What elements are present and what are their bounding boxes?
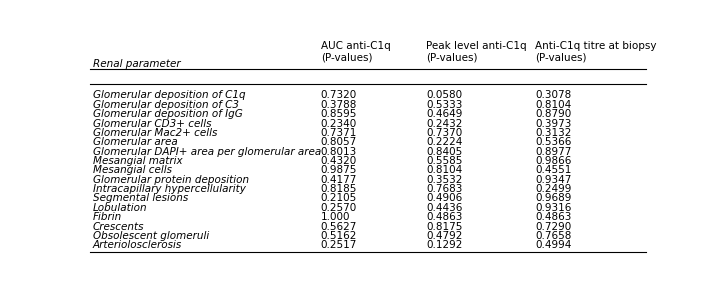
Text: Intracapillary hypercellularity: Intracapillary hypercellularity bbox=[93, 184, 246, 194]
Text: 0.2432: 0.2432 bbox=[426, 119, 463, 128]
Text: Anti-C1q titre at biopsy
(P-values): Anti-C1q titre at biopsy (P-values) bbox=[535, 41, 656, 63]
Text: 0.5585: 0.5585 bbox=[426, 156, 463, 166]
Text: 0.3078: 0.3078 bbox=[535, 90, 571, 101]
Text: Glomerular deposition of IgG: Glomerular deposition of IgG bbox=[93, 109, 242, 119]
Text: 0.7370: 0.7370 bbox=[426, 128, 462, 138]
Text: Segmental lesions: Segmental lesions bbox=[93, 194, 188, 203]
Text: 0.7320: 0.7320 bbox=[321, 90, 357, 101]
Text: AUC anti-C1q
(P-values): AUC anti-C1q (P-values) bbox=[321, 41, 391, 63]
Text: 0.4792: 0.4792 bbox=[426, 231, 463, 241]
Text: 0.8104: 0.8104 bbox=[426, 165, 462, 175]
Text: Arteriolosclerosis: Arteriolosclerosis bbox=[93, 240, 182, 250]
Text: Renal parameter: Renal parameter bbox=[93, 60, 180, 69]
Text: 0.4863: 0.4863 bbox=[426, 212, 463, 222]
Text: 0.0580: 0.0580 bbox=[426, 90, 462, 101]
Text: Mesangial cells: Mesangial cells bbox=[93, 165, 172, 175]
Text: 0.4320: 0.4320 bbox=[321, 156, 357, 166]
Text: Glomerular deposition of C3: Glomerular deposition of C3 bbox=[93, 100, 238, 110]
Text: Lobulation: Lobulation bbox=[93, 203, 147, 213]
Text: 0.8977: 0.8977 bbox=[535, 147, 572, 157]
Text: 0.2224: 0.2224 bbox=[426, 137, 463, 147]
Text: 0.8013: 0.8013 bbox=[321, 147, 357, 157]
Text: Crescents: Crescents bbox=[93, 221, 144, 232]
Text: 0.5366: 0.5366 bbox=[535, 137, 572, 147]
Text: 0.4994: 0.4994 bbox=[535, 240, 572, 250]
Text: 0.9347: 0.9347 bbox=[535, 175, 572, 185]
Text: 0.7658: 0.7658 bbox=[535, 231, 572, 241]
Text: 0.8790: 0.8790 bbox=[535, 109, 571, 119]
Text: Glomerular protein deposition: Glomerular protein deposition bbox=[93, 175, 248, 185]
Text: 0.5333: 0.5333 bbox=[426, 100, 463, 110]
Text: 0.8405: 0.8405 bbox=[426, 147, 462, 157]
Text: 0.4551: 0.4551 bbox=[535, 165, 572, 175]
Text: 0.3532: 0.3532 bbox=[426, 175, 463, 185]
Text: 0.5162: 0.5162 bbox=[321, 231, 357, 241]
Text: 0.4863: 0.4863 bbox=[535, 212, 572, 222]
Text: 0.4649: 0.4649 bbox=[426, 109, 463, 119]
Text: 0.4436: 0.4436 bbox=[426, 203, 463, 213]
Text: Glomerular deposition of C1q: Glomerular deposition of C1q bbox=[93, 90, 245, 101]
Text: 0.8104: 0.8104 bbox=[535, 100, 571, 110]
Text: 0.7371: 0.7371 bbox=[321, 128, 357, 138]
Text: 0.3788: 0.3788 bbox=[321, 100, 357, 110]
Text: 0.2340: 0.2340 bbox=[321, 119, 357, 128]
Text: 0.9689: 0.9689 bbox=[535, 194, 572, 203]
Text: Glomerular Mac2+ cells: Glomerular Mac2+ cells bbox=[93, 128, 217, 138]
Text: 0.2105: 0.2105 bbox=[321, 194, 357, 203]
Text: Glomerular DAPI+ area per glomerular area: Glomerular DAPI+ area per glomerular are… bbox=[93, 147, 321, 157]
Text: Fibrin: Fibrin bbox=[93, 212, 122, 222]
Text: 0.9875: 0.9875 bbox=[321, 165, 357, 175]
Text: Peak level anti-C1q
(P-values): Peak level anti-C1q (P-values) bbox=[426, 41, 527, 63]
Text: 0.8595: 0.8595 bbox=[321, 109, 357, 119]
Text: 0.3973: 0.3973 bbox=[535, 119, 572, 128]
Text: 0.8185: 0.8185 bbox=[321, 184, 357, 194]
Text: 0.8057: 0.8057 bbox=[321, 137, 357, 147]
Text: 0.9316: 0.9316 bbox=[535, 203, 572, 213]
Text: 0.7290: 0.7290 bbox=[535, 221, 571, 232]
Text: 0.7683: 0.7683 bbox=[426, 184, 463, 194]
Text: Glomerular CD3+ cells: Glomerular CD3+ cells bbox=[93, 119, 211, 128]
Text: Obsolescent glomeruli: Obsolescent glomeruli bbox=[93, 231, 209, 241]
Text: 0.3132: 0.3132 bbox=[535, 128, 572, 138]
Text: 0.2570: 0.2570 bbox=[321, 203, 357, 213]
Text: 0.8175: 0.8175 bbox=[426, 221, 463, 232]
Text: 0.2499: 0.2499 bbox=[535, 184, 572, 194]
Text: 0.2517: 0.2517 bbox=[321, 240, 357, 250]
Text: Mesangial matrix: Mesangial matrix bbox=[93, 156, 182, 166]
Text: 0.4906: 0.4906 bbox=[426, 194, 462, 203]
Text: 0.9866: 0.9866 bbox=[535, 156, 572, 166]
Text: 0.5627: 0.5627 bbox=[321, 221, 357, 232]
Text: 0.4177: 0.4177 bbox=[321, 175, 357, 185]
Text: Glomerular area: Glomerular area bbox=[93, 137, 177, 147]
Text: 0.1292: 0.1292 bbox=[426, 240, 463, 250]
Text: 1.000: 1.000 bbox=[321, 212, 350, 222]
